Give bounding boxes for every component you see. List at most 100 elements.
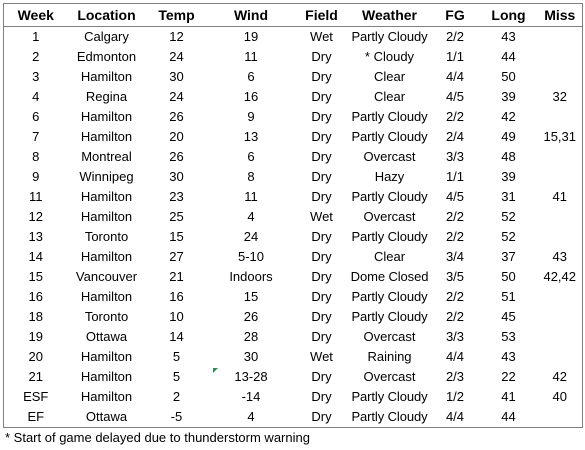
cell-location: Hamilton: [80, 289, 133, 304]
cell-miss: [538, 167, 583, 187]
cell-long: 50: [501, 69, 516, 84]
cell-wind: 28: [243, 329, 259, 344]
cell-weather: Overcast: [363, 209, 416, 224]
cell-wind: 4: [247, 209, 255, 224]
cell-fg: 2/2: [445, 209, 465, 224]
cell-weather: Partly Cloudy: [351, 29, 428, 44]
cell-fg: 3/5: [445, 269, 465, 284]
cell-field: Dry: [311, 369, 332, 384]
table-row: 12 Hamilton 25 4 Wet Overcast 2/2 52: [4, 207, 583, 227]
cell-miss: [538, 227, 583, 247]
cell-temp: 21: [169, 269, 184, 284]
cell-weather: Partly Cloudy: [351, 129, 428, 144]
table-body: 1 Calgary 12 19 Wet Partly Cloudy 2/2 43 2 Edmont…: [4, 27, 583, 428]
cell-temp: 12: [169, 29, 184, 44]
cell-field: Dry: [311, 169, 332, 184]
cell-temp: 24: [169, 89, 184, 104]
cell-wind: 24: [243, 229, 259, 244]
cell-temp: 27: [169, 249, 184, 264]
cell-wind: 11: [244, 189, 258, 204]
cell-miss: [538, 307, 583, 327]
cell-miss: [538, 347, 583, 367]
header-temp: Temp: [145, 3, 208, 27]
table-row: 8 Montreal 26 6 Dry Overcast 3/3 48: [4, 147, 583, 167]
cell-miss: 42: [552, 369, 567, 384]
cell-location: Hamilton: [80, 209, 133, 224]
cell-location: Winnipeg: [79, 169, 134, 184]
cell-weather: Hazy: [374, 169, 405, 184]
comment-indicator-icon: [212, 368, 218, 373]
cell-long: 42: [501, 109, 516, 124]
cell-long: 39: [501, 89, 516, 104]
cell-fg: 2/4: [445, 129, 465, 144]
cell-week: 19: [28, 329, 43, 344]
cell-temp: 30: [169, 69, 184, 84]
cell-wind: 26: [243, 309, 259, 324]
table-row: 21 Hamilton 5 13-28 Dry Overcast 2/3 22 42: [4, 367, 583, 387]
cell-weather: Clear: [373, 249, 406, 264]
cell-week: 16: [28, 289, 43, 304]
header-wind: Wind: [207, 3, 295, 27]
cell-temp: 24: [169, 49, 184, 64]
cell-location: Hamilton: [80, 109, 133, 124]
cell-week: 11: [29, 189, 43, 204]
cell-wind: 9: [247, 109, 255, 124]
cell-location: Hamilton: [80, 69, 133, 84]
cell-wind: 30: [243, 349, 259, 364]
cell-weather: Partly Cloudy: [351, 109, 428, 124]
cell-long: 45: [501, 309, 516, 324]
cell-miss: 32: [552, 89, 567, 104]
cell-miss: 41: [552, 189, 567, 204]
cell-location: Edmonton: [76, 49, 137, 64]
cell-location: Vancouver: [75, 269, 138, 284]
cell-wind: 8: [247, 169, 255, 184]
cell-miss: [538, 47, 583, 67]
cell-long: 43: [501, 349, 516, 364]
cell-week: 3: [32, 69, 40, 84]
cell-wind: 19: [243, 29, 259, 44]
cell-temp: 20: [169, 129, 184, 144]
table-row: 13 Toronto 15 24 Dry Partly Cloudy 2/2 52: [4, 227, 583, 247]
cell-location: Hamilton: [80, 249, 133, 264]
cell-field: Dry: [311, 89, 332, 104]
cell-miss: 15,31: [543, 129, 577, 144]
cell-field: Wet: [310, 209, 333, 224]
header-row: Week Location Temp Wind Field Weather FG…: [3, 3, 583, 27]
cell-week: ESF: [23, 389, 49, 404]
header-weather: Weather: [348, 3, 431, 27]
cell-location: Hamilton: [80, 349, 133, 364]
cell-long: 41: [501, 389, 516, 404]
cell-week: 15: [28, 269, 43, 284]
cell-miss: [538, 207, 583, 227]
table-row: 15 Vancouver 21 Indoors Dry Dome Closed 3/5 50 4…: [4, 267, 583, 287]
cell-weather: Dome Closed: [350, 269, 429, 284]
cell-field: Dry: [311, 289, 332, 304]
cell-long: 52: [501, 209, 516, 224]
cell-week: 9: [32, 169, 40, 184]
cell-fg: 2/2: [445, 309, 465, 324]
cell-temp: 5: [172, 349, 181, 364]
cell-wind: -14: [241, 389, 261, 404]
cell-fg: 3/3: [445, 329, 465, 344]
cell-weather: * Cloudy: [364, 49, 415, 64]
cell-miss: [538, 407, 583, 428]
cell-miss: [538, 147, 583, 167]
cell-weather: Overcast: [363, 149, 416, 164]
cell-location: Hamilton: [80, 129, 133, 144]
table-row: 9 Winnipeg 30 8 Dry Hazy 1/1 39: [4, 167, 583, 187]
cell-week: 4: [32, 89, 40, 104]
cell-week: 7: [32, 129, 40, 144]
cell-week: 13: [28, 229, 43, 244]
cell-weather: Clear: [373, 69, 406, 84]
cell-fg: 2/2: [445, 229, 465, 244]
cell-long: 52: [501, 229, 516, 244]
cell-miss: 42,42: [543, 269, 577, 284]
cell-week: 21: [28, 369, 43, 384]
table-row: 14 Hamilton 27 5-10 Dry Clear 3/4 37 43: [4, 247, 583, 267]
cell-location: Toronto: [84, 309, 129, 324]
table-row: EF Ottawa -5 4 Dry Partly Cloudy 4/4 44: [4, 407, 583, 428]
cell-long: 49: [501, 129, 516, 144]
cell-location: Ottawa: [85, 409, 128, 424]
cell-weather: Raining: [367, 349, 412, 364]
cell-field: Dry: [311, 249, 332, 264]
